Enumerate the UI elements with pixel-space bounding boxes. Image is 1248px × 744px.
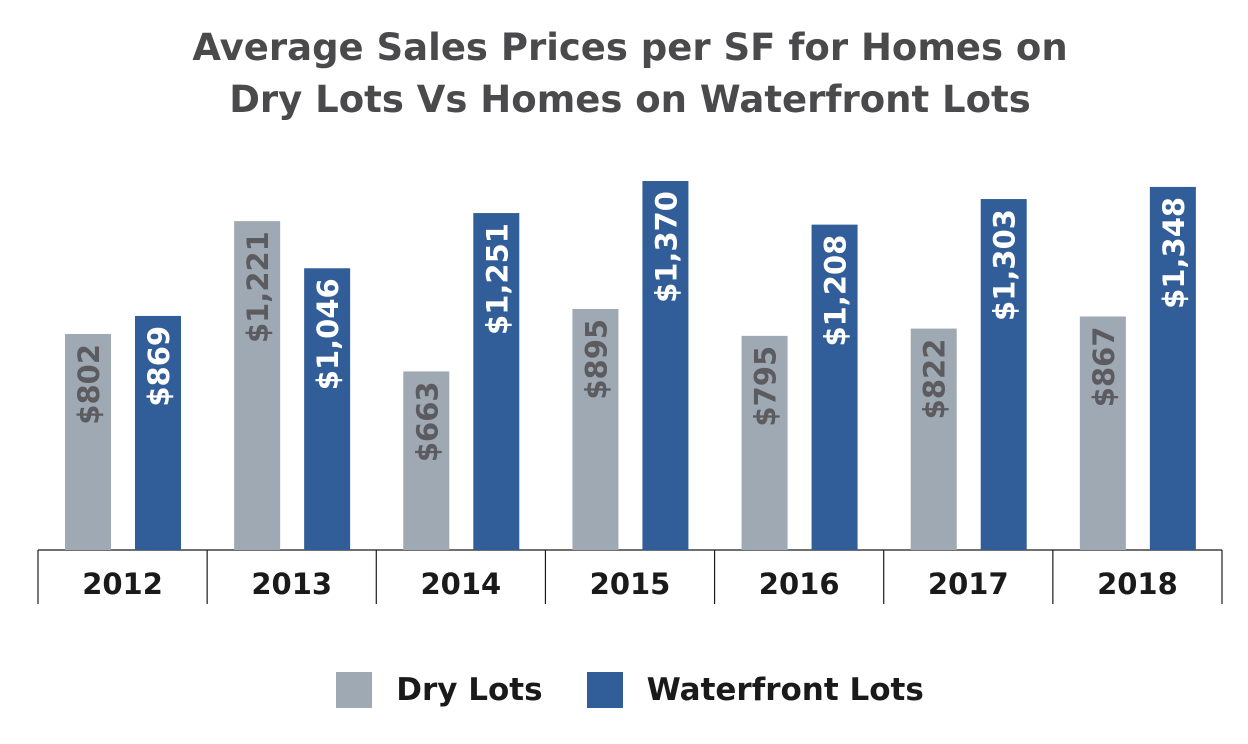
data-label-dry-lots-2017: $822 <box>918 339 952 420</box>
x-tick-label-2013: 2013 <box>251 567 332 601</box>
bar-waterfront-lots-2016 <box>811 224 858 550</box>
bar-waterfront-lots-2018 <box>1149 186 1196 551</box>
data-label-waterfront-lots-2012: $869 <box>142 326 176 407</box>
data-label-waterfront-lots-2015: $1,370 <box>649 191 683 303</box>
bar-dry-lots-2014 <box>403 371 450 550</box>
data-label-waterfront-lots-2013: $1,046 <box>311 278 345 390</box>
bar-waterfront-lots-2015 <box>642 181 689 550</box>
data-label-waterfront-lots-2016: $1,208 <box>819 235 853 347</box>
x-tick-label-2017: 2017 <box>928 567 1009 601</box>
bar-dry-lots-2015 <box>572 308 619 550</box>
x-tick-label-2018: 2018 <box>1097 567 1178 601</box>
x-tick-label-2012: 2012 <box>82 567 163 601</box>
bar-dry-lots-2018 <box>1079 316 1126 550</box>
data-label-dry-lots-2015: $895 <box>579 319 613 400</box>
legend-label-dry-lots: Dry Lots <box>396 672 543 708</box>
bar-waterfront-lots-2012 <box>135 315 181 550</box>
chart-title: Average Sales Prices per SF for Homes on… <box>0 22 1248 126</box>
bar-waterfront-lots-2013 <box>304 268 351 550</box>
data-label-dry-lots-2013: $1,221 <box>241 231 275 343</box>
chart-legend: Dry Lots Waterfront Lots <box>0 672 1248 708</box>
x-tick-label-2015: 2015 <box>590 567 671 601</box>
bar-dry-lots-2012 <box>65 333 111 550</box>
legend-swatch-dry-lots <box>336 672 373 708</box>
legend-swatch-waterfront-lots <box>586 672 623 708</box>
data-label-dry-lots-2014: $663 <box>410 381 444 462</box>
chart-title-line-2: Dry Lots Vs Homes on Waterfront Lots <box>229 78 1031 121</box>
bar-dry-lots-2013 <box>234 221 281 550</box>
legend-item-dry-lots: Dry Lots <box>336 672 543 708</box>
data-label-waterfront-lots-2017: $1,303 <box>988 209 1022 321</box>
x-tick-label-2016: 2016 <box>759 567 840 601</box>
legend-item-waterfront-lots: Waterfront Lots <box>586 672 924 708</box>
x-tick-label-2014: 2014 <box>420 567 501 601</box>
data-label-dry-lots-2012: $802 <box>72 344 106 425</box>
bar-waterfront-lots-2014 <box>473 213 520 550</box>
data-label-waterfront-lots-2018: $1,348 <box>1157 197 1191 309</box>
data-label-dry-lots-2016: $795 <box>749 346 783 427</box>
bar-waterfront-lots-2017 <box>980 199 1027 550</box>
bar-chart: $802 $869 2012 $1,221 $1,046 2013 $663 $1,251 20… <box>37 181 1223 604</box>
bar-dry-lots-2016 <box>741 335 788 550</box>
chart-title-line-1: Average Sales Prices per SF for Homes on <box>192 26 1068 69</box>
legend-label-waterfront-lots: Waterfront Lots <box>646 672 924 708</box>
bar-dry-lots-2017 <box>910 328 957 550</box>
data-label-dry-lots-2018: $867 <box>1087 326 1121 407</box>
data-label-waterfront-lots-2014: $1,251 <box>480 223 514 335</box>
